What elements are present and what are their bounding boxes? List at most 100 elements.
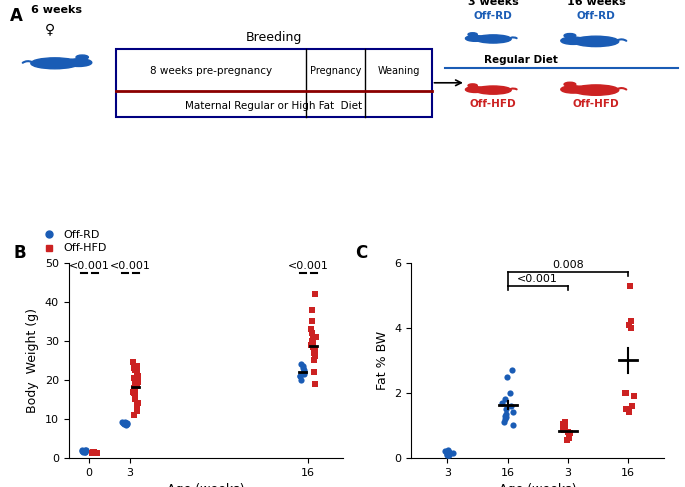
Point <box>298 368 309 376</box>
Point <box>500 410 511 418</box>
Text: ♀: ♀ <box>45 22 55 36</box>
Point <box>91 449 102 457</box>
Point <box>443 446 453 453</box>
Point <box>628 392 639 400</box>
Point <box>499 395 510 403</box>
Point <box>299 366 310 374</box>
Point <box>559 426 570 434</box>
Point <box>128 390 139 397</box>
Ellipse shape <box>76 55 88 59</box>
Text: Pregnancy: Pregnancy <box>310 66 361 75</box>
Ellipse shape <box>466 87 485 93</box>
Point <box>562 428 573 436</box>
Point <box>76 446 87 454</box>
Text: 8 weeks pre-pregnancy: 8 weeks pre-pregnancy <box>150 66 272 75</box>
Point <box>309 349 320 356</box>
Point <box>132 407 142 415</box>
Point <box>621 405 632 413</box>
Ellipse shape <box>561 86 586 93</box>
Point <box>564 434 575 442</box>
Point <box>309 290 320 298</box>
Text: C: C <box>356 244 367 262</box>
Point <box>121 419 132 427</box>
Point <box>501 373 512 380</box>
Text: Off-HFD: Off-HFD <box>573 99 619 109</box>
Point <box>90 449 101 457</box>
Point <box>621 389 632 397</box>
Point <box>560 423 571 431</box>
Point <box>78 447 89 455</box>
Point <box>118 419 129 427</box>
Point <box>87 449 98 457</box>
Ellipse shape <box>468 33 477 36</box>
Point <box>129 374 140 382</box>
Point <box>309 345 320 353</box>
Point <box>500 415 511 423</box>
Text: Maternal Regular or High Fat  Diet: Maternal Regular or High Fat Diet <box>186 101 362 111</box>
Point <box>309 380 320 388</box>
Point <box>129 366 140 374</box>
Point <box>133 399 144 407</box>
Point <box>560 418 571 426</box>
Ellipse shape <box>66 58 92 66</box>
Point <box>625 324 636 332</box>
Point <box>310 345 321 353</box>
Point <box>295 372 306 380</box>
Point <box>299 370 310 378</box>
Point <box>76 447 87 455</box>
Point <box>443 450 454 458</box>
Point <box>307 306 318 314</box>
Point <box>90 450 101 457</box>
Point <box>128 358 139 366</box>
Point <box>119 420 129 428</box>
Point <box>299 368 310 376</box>
Text: Breeding: Breeding <box>246 31 302 44</box>
Point <box>623 321 634 329</box>
Point <box>132 378 143 386</box>
Text: Off-RD: Off-RD <box>577 12 615 21</box>
Point <box>562 436 573 444</box>
Ellipse shape <box>31 58 79 69</box>
Point <box>129 364 140 372</box>
Text: 6 weeks: 6 weeks <box>31 5 82 15</box>
Point <box>121 421 132 429</box>
Point <box>132 401 142 409</box>
Point <box>132 362 142 370</box>
Point <box>442 450 453 458</box>
Point <box>119 418 130 426</box>
Point <box>128 411 139 419</box>
Point <box>132 372 143 380</box>
Point <box>121 420 132 428</box>
Point <box>443 448 454 456</box>
Point <box>557 425 568 432</box>
Point <box>130 392 141 399</box>
Point <box>78 448 89 455</box>
Point <box>295 376 306 384</box>
Point <box>624 282 635 290</box>
Point <box>447 449 458 457</box>
Point <box>307 318 318 325</box>
Point <box>298 362 309 370</box>
Text: Weaning: Weaning <box>377 66 420 75</box>
Ellipse shape <box>564 82 576 86</box>
X-axis label: Age (weeks): Age (weeks) <box>499 483 577 487</box>
Point <box>90 449 101 457</box>
Text: <0.001: <0.001 <box>68 261 110 271</box>
X-axis label: Age (weeks): Age (weeks) <box>166 483 245 487</box>
Point <box>89 449 100 456</box>
Point <box>310 333 321 341</box>
Point <box>508 409 519 416</box>
Point <box>558 421 569 429</box>
Text: Regular Diet: Regular Diet <box>484 55 558 65</box>
Point <box>507 366 518 374</box>
Point <box>508 421 519 429</box>
Point <box>128 388 139 395</box>
Point <box>132 368 143 376</box>
Point <box>626 318 637 325</box>
Point <box>89 449 100 457</box>
Text: 0.008: 0.008 <box>552 261 584 270</box>
Point <box>129 384 140 392</box>
Point <box>79 447 90 455</box>
Point <box>619 389 630 397</box>
Point <box>308 347 319 355</box>
